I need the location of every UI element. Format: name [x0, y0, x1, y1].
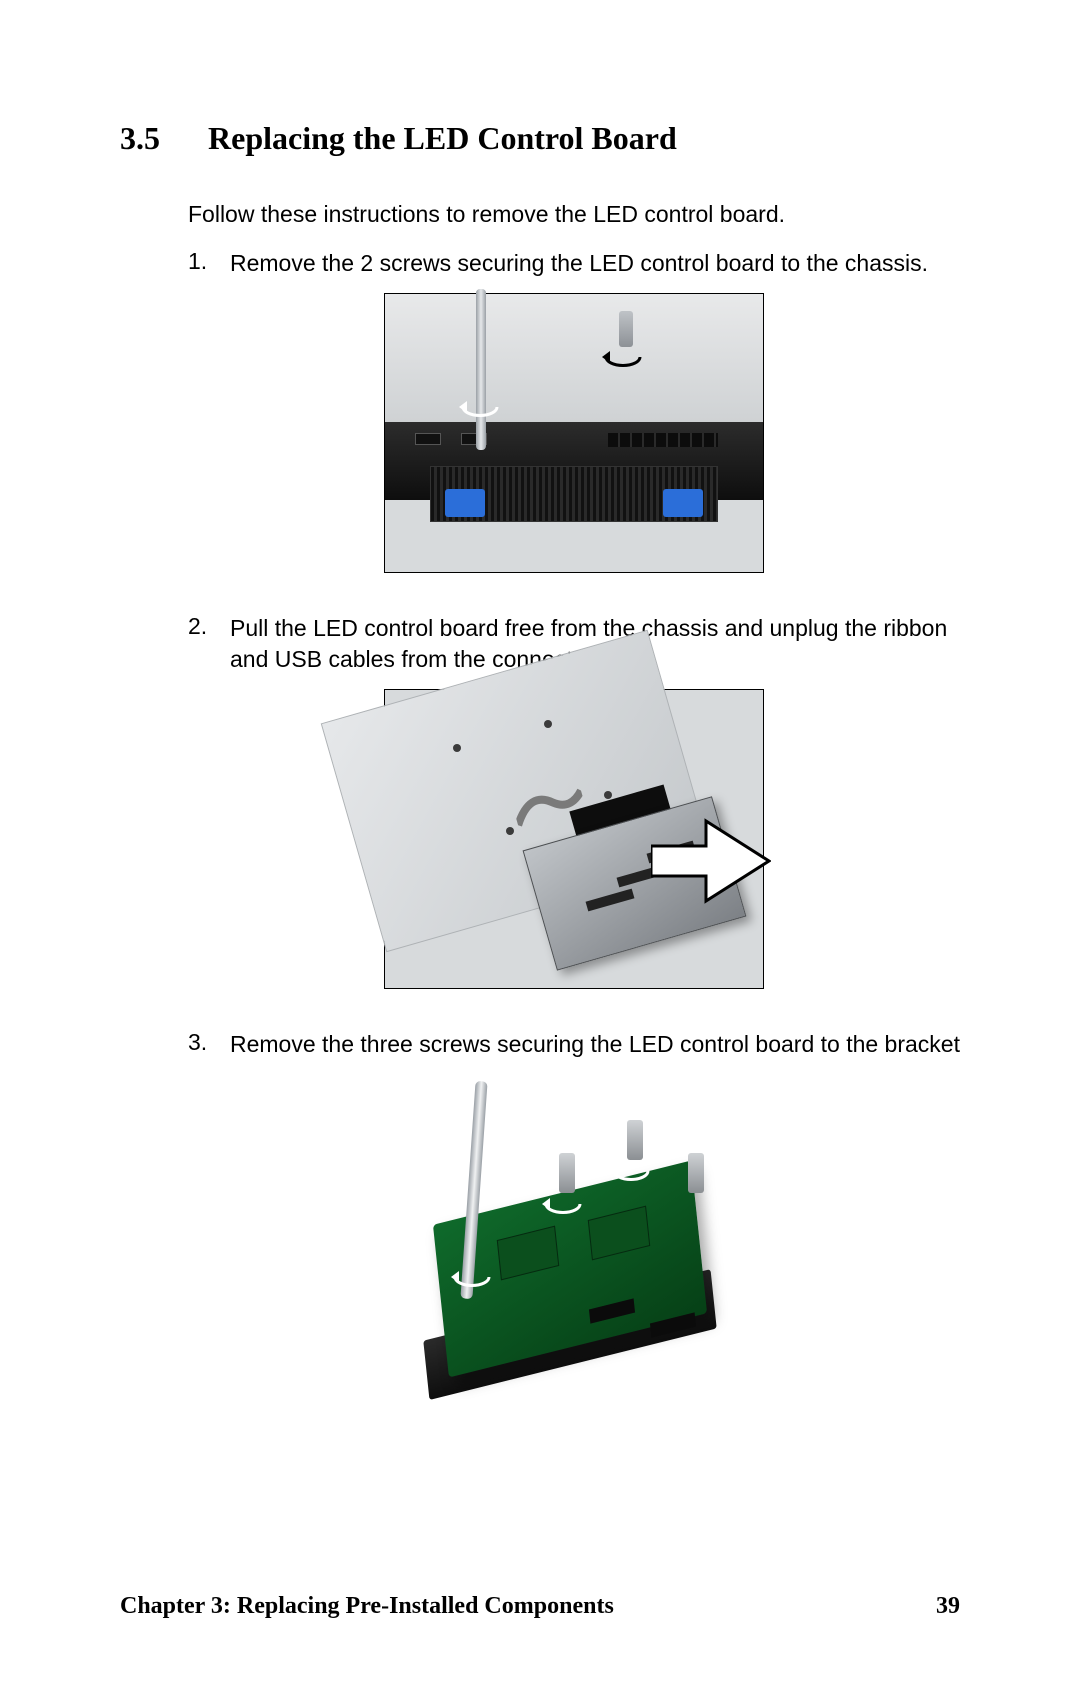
- rotate-arrow-icon: [449, 1259, 495, 1289]
- section-number: 3.5: [120, 120, 160, 157]
- figure-3-wrap: [188, 1074, 960, 1410]
- pull-arrow-icon: [651, 811, 771, 911]
- rotate-arrow-icon: [457, 389, 503, 419]
- figure-2-wrap: [188, 689, 960, 995]
- rotate-arrow-icon: [608, 1153, 654, 1183]
- screwdriver-icon: [476, 289, 486, 450]
- figure-2: [384, 689, 764, 989]
- intro-text: Follow these instructions to remove the …: [188, 201, 960, 228]
- chapter-label: Chapter 3: Replacing Pre-Installed Compo…: [120, 1593, 614, 1620]
- step-list: 1. Remove the 2 screws securing the LED …: [188, 248, 960, 1410]
- section-title: Replacing the LED Control Board: [208, 120, 677, 157]
- page-number: 39: [936, 1593, 960, 1620]
- step-number: 3.: [188, 1029, 216, 1060]
- step-number: 2.: [188, 613, 216, 675]
- rotate-arrow-icon: [540, 1186, 586, 1216]
- rotate-arrow-icon: [600, 339, 646, 369]
- step-text: Remove the three screws securing the LED…: [230, 1029, 960, 1060]
- step-text: Remove the 2 screws securing the LED con…: [230, 248, 960, 279]
- document-page: 3.5 Replacing the LED Control Board Foll…: [0, 0, 1080, 1690]
- page-footer: Chapter 3: Replacing Pre-Installed Compo…: [120, 1593, 960, 1620]
- step-number: 1.: [188, 248, 216, 279]
- step-item: 3. Remove the three screws securing the …: [188, 1029, 960, 1060]
- figure-3: [384, 1074, 764, 1404]
- section-heading: 3.5 Replacing the LED Control Board: [120, 120, 960, 157]
- figure-1-wrap: [188, 293, 960, 579]
- figure-1: [384, 293, 764, 573]
- screw-icon: [688, 1153, 704, 1193]
- step-item: 1. Remove the 2 screws securing the LED …: [188, 248, 960, 279]
